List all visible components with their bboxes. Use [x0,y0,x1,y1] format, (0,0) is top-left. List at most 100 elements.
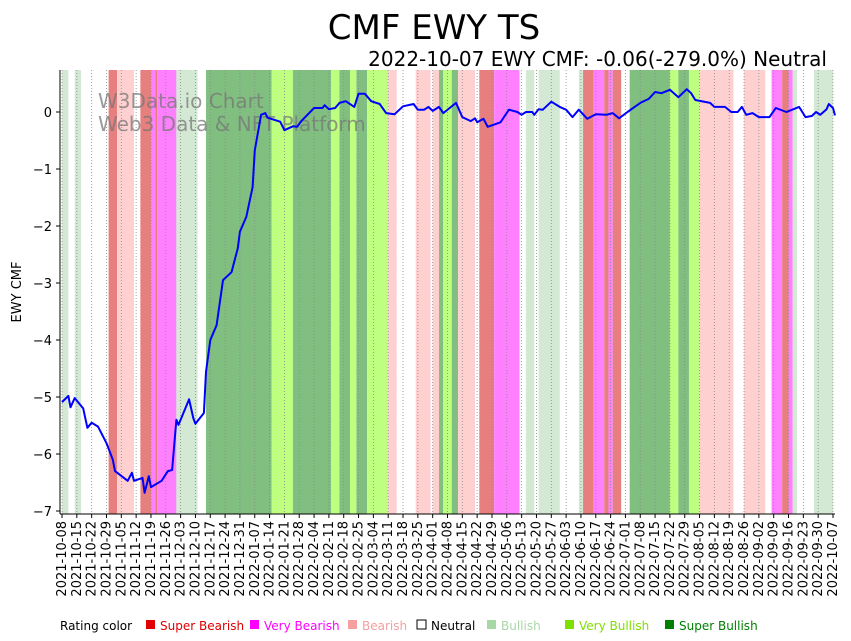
band-bearish [388,70,397,514]
band-super-bearish [782,70,789,514]
x-tick-label: 2022-04-08 [441,521,456,597]
band-very-bullish [271,70,293,514]
x-tick-label: 2021-11-26 [159,521,174,597]
x-tick-label: 2021-12-17 [203,521,218,597]
band-bearish [117,70,135,514]
x-tick-label: 2022-01-14 [263,521,278,597]
band-very-bullish [669,70,679,514]
band-very-bullish [350,70,357,514]
x-tick-label: 2022-01-28 [292,521,307,597]
band-bullish [538,70,560,514]
legend-label-bearish: Bearish [362,619,407,633]
x-tick-label: 2022-02-11 [322,521,337,597]
band-bullish [62,70,69,514]
band-very-bearish [788,70,793,514]
legend-label-super-bearish: Super Bearish [160,619,244,633]
x-tick-label: 2022-06-03 [559,521,574,597]
x-tick-label: 2022-05-06 [500,521,515,597]
x-tick-label: 2022-03-11 [381,521,396,597]
x-tick-label: 2021-12-10 [188,521,203,597]
band-super-bearish [583,70,594,514]
x-tick-label: 2021-10-29 [99,521,114,597]
cmf-line [61,88,836,494]
band-bullish [176,70,198,514]
x-tick-label: 2021-10-08 [55,521,70,597]
band-super-bearish [612,70,622,514]
band-very-bullish [688,70,700,514]
x-tick-label: 2022-09-23 [796,521,811,597]
x-tick-label: 2022-02-04 [307,521,322,597]
y-tick-label: −2 [33,220,52,235]
x-tick-label: 2022-07-29 [678,521,693,597]
band-bullish [792,70,797,514]
band-super-bearish [155,70,158,514]
legend: Rating color Super Bearish Very Bearish Be… [60,619,758,633]
x-tick-label: 2022-08-12 [707,521,722,597]
band-super-bullish [339,70,351,514]
legend-label-very-bearish: Very Bearish [264,619,340,633]
band-super-bullish [292,70,332,514]
band-very-bullish [367,70,389,514]
y-tick-label: −3 [33,277,52,292]
x-tick-label: 2022-05-20 [529,521,544,597]
x-tick-label: 2022-08-05 [693,521,708,597]
x-gridlines [61,70,834,514]
x-tick-label: 2022-04-15 [455,521,470,597]
y-tick-label: −4 [33,334,52,349]
x-tick-label: 2021-10-15 [70,521,85,597]
x-tick-label: 2022-09-09 [767,521,782,597]
watermark-line-2: Web3 Data & NFT Platform [98,112,366,136]
band-bearish [744,70,766,514]
y-tick-label: −5 [33,391,52,406]
legend-label-super-bullish: Super Bullish [679,619,758,633]
y-axis-label: EWY CMF [10,262,25,323]
band-super-bullish [356,70,368,514]
band-super-bearish [140,70,151,514]
band-very-bearish [593,70,605,514]
x-tick-label: 2022-06-24 [604,521,619,597]
x-tick-label: 2022-04-29 [485,521,500,597]
band-super-bearish [479,70,495,514]
band-super-bearish [604,70,609,514]
legend-swatch-super-bullish [665,620,674,629]
x-tick-label: 2021-11-19 [144,521,159,597]
x-tick-label: 2022-09-02 [752,521,767,597]
x-tick-label: 2022-03-04 [366,521,381,597]
x-tick-label: 2022-02-18 [337,521,352,597]
x-tick-label: 2022-01-21 [277,521,292,597]
y-tick-label: −1 [33,163,52,178]
band-super-bearish [108,70,118,514]
x-tick-label: 2021-12-03 [174,521,189,597]
y-tick-label: 0 [44,106,52,121]
band-super-bullish [439,70,444,514]
legend-swatch-very-bullish [565,620,574,629]
x-tick-label: 2022-06-17 [589,521,604,597]
chart-title: CMF EWY TS [328,8,540,48]
band-super-bullish [206,70,272,514]
watermark-line-1: W3Data.io Chart [98,89,264,113]
x-tick-label: 2022-09-30 [811,521,826,597]
band-bearish [458,70,476,514]
x-tick-label: 2022-04-22 [470,521,485,597]
legend-label-bullish: Bullish [501,619,541,633]
legend-label-neutral: Neutral [431,619,475,633]
x-tick-label: 2021-11-05 [114,521,129,597]
legend-swatch-bullish [487,620,496,629]
legend-swatch-very-bearish [250,620,259,629]
band-bearish [699,70,734,514]
band-very-bearish [157,70,177,514]
band-bullish [74,70,82,514]
legend-label-very-bullish: Very Bullish [579,619,649,633]
x-tick-label: 2022-06-10 [574,521,589,597]
y-tick-label: −7 [33,505,52,520]
x-tick-label: 2022-05-27 [544,521,559,597]
band-bearish [432,70,440,514]
x-tick-label: 2021-10-22 [85,521,100,597]
band-bullish [525,70,535,514]
axes: 2021-10-08 2021-10-15 2021-10-22 2021-10-29… [33,70,841,597]
band-super-bullish [451,70,459,514]
legend-swatch-super-bearish [146,620,155,629]
x-tick-label: 2022-10-07 [826,521,841,597]
chart-subtitle: 2022-10-07 EWY CMF: -0.06(-279.0%) Neutr… [368,47,827,71]
